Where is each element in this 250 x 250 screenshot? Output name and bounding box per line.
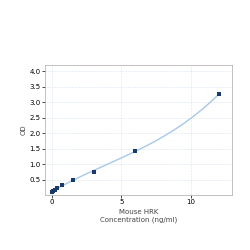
X-axis label: Mouse HRK
Concentration (ng/ml): Mouse HRK Concentration (ng/ml) [100, 209, 178, 223]
Y-axis label: OD: OD [21, 125, 27, 135]
